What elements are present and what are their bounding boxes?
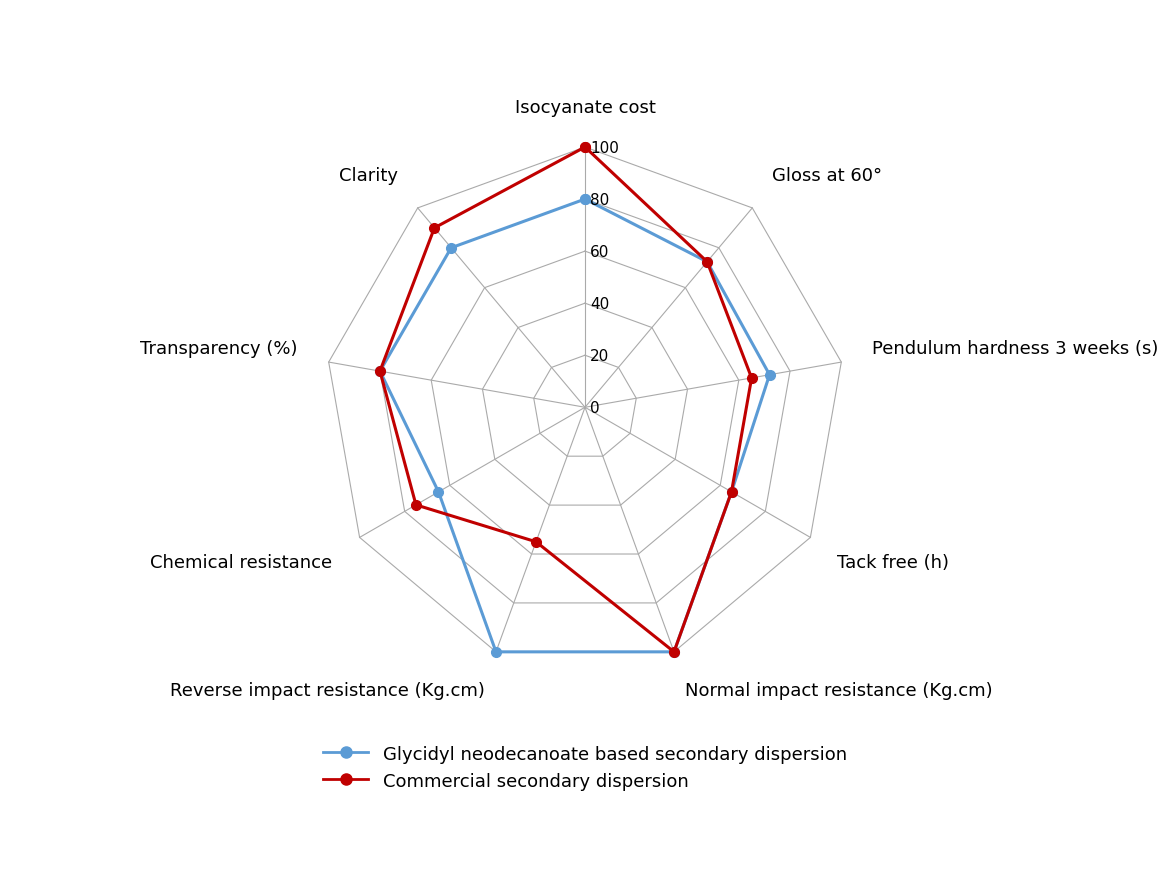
Text: Reverse impact resistance (Kg.cm): Reverse impact resistance (Kg.cm) — [171, 681, 486, 699]
Text: Normal impact resistance (Kg.cm): Normal impact resistance (Kg.cm) — [684, 681, 992, 699]
Text: 20: 20 — [590, 348, 610, 363]
Text: Transparency (%): Transparency (%) — [140, 339, 298, 357]
Text: 40: 40 — [590, 296, 610, 311]
Text: 60: 60 — [590, 245, 610, 260]
Text: Pendulum hardness 3 weeks (s): Pendulum hardness 3 weeks (s) — [872, 339, 1158, 357]
Text: Gloss at 60°: Gloss at 60° — [772, 167, 882, 185]
Text: 0: 0 — [590, 400, 600, 416]
Text: 100: 100 — [590, 140, 619, 155]
Legend: Glycidyl neodecanoate based secondary dispersion, Commercial secondary dispersio: Glycidyl neodecanoate based secondary di… — [314, 736, 856, 799]
Text: 80: 80 — [590, 192, 610, 207]
Text: Clarity: Clarity — [338, 167, 398, 185]
Text: Isocyanate cost: Isocyanate cost — [515, 98, 655, 117]
Text: Tack free (h): Tack free (h) — [838, 553, 949, 572]
Text: Chemical resistance: Chemical resistance — [151, 553, 332, 572]
